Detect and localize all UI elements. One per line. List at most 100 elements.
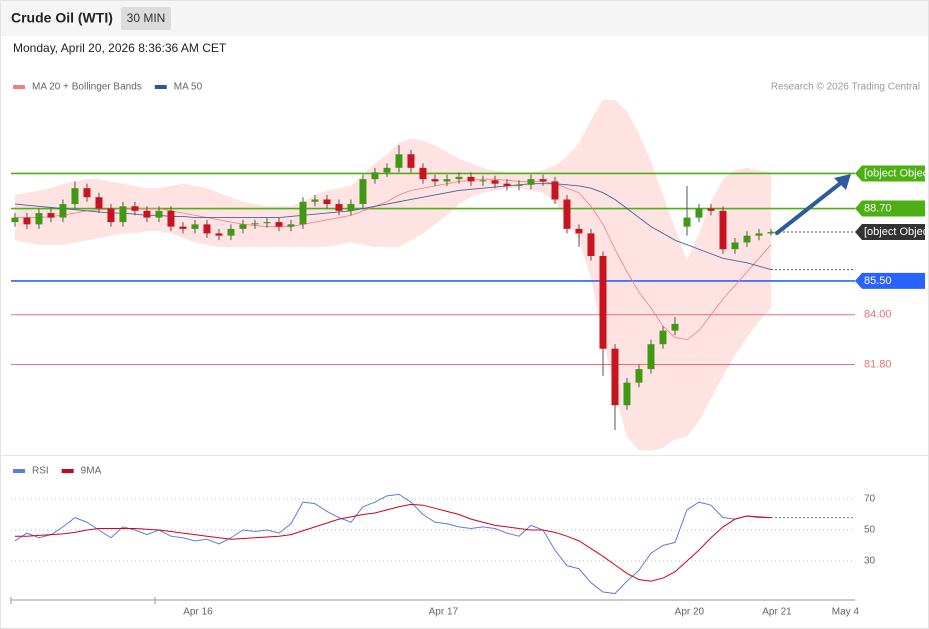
candle-body	[191, 224, 199, 229]
candle-body	[59, 204, 67, 218]
title: Crude Oil (WTI)	[11, 10, 113, 26]
candle-body	[287, 224, 295, 227]
candle-body	[443, 179, 451, 182]
y-tick-label: 30	[864, 556, 876, 567]
candle-body	[611, 348, 619, 406]
candle-body	[119, 206, 127, 223]
candle-body	[251, 223, 259, 225]
candle-body	[71, 188, 79, 205]
candle-body	[275, 222, 283, 227]
candle-body	[707, 208, 715, 211]
legend-label: 9MA	[81, 466, 102, 477]
candle-body	[323, 199, 331, 205]
candle-body	[95, 197, 103, 209]
candle-body	[431, 179, 439, 182]
projection-arrowhead	[834, 174, 851, 190]
timestamp: Monday, April 20, 2026 8:36:36 AM CET	[13, 41, 227, 55]
candle-body	[755, 233, 763, 236]
candle-body	[683, 217, 691, 227]
x-tick-label: Apr 20	[675, 607, 705, 618]
candle-body	[479, 180, 487, 182]
level-label: 85.50	[864, 275, 892, 287]
candle-body	[11, 217, 19, 223]
candle-body	[587, 233, 595, 257]
candle-body	[563, 199, 571, 229]
credit: Research © 2026 Trading Central	[771, 82, 920, 93]
candle-body	[263, 222, 271, 224]
level-tag	[855, 272, 925, 289]
series-line	[14, 503, 772, 582]
candle-body	[467, 176, 475, 182]
candle-body	[575, 228, 583, 234]
candle-body	[515, 184, 523, 186]
candle-body	[743, 235, 751, 243]
legend-swatch	[154, 85, 167, 89]
candle-body	[215, 233, 223, 236]
candle-body	[527, 179, 535, 185]
candle-body	[767, 232, 775, 234]
candle-body	[227, 228, 235, 236]
candle-body	[407, 154, 415, 168]
candle-body	[647, 344, 655, 370]
candle-body	[659, 330, 667, 345]
x-tick-label: Apr 21	[762, 607, 792, 618]
candle-body	[83, 188, 91, 198]
candle-body	[491, 180, 499, 184]
candle-body	[671, 323, 679, 331]
candle-body	[395, 154, 403, 168]
timeframe-badge[interactable]	[121, 7, 171, 30]
candle-body	[167, 210, 175, 227]
candle-body	[731, 242, 739, 250]
legend-swatch	[61, 469, 74, 473]
candle-body	[179, 226, 187, 229]
candle-body	[143, 210, 151, 218]
x-tick-label: Apr 16	[183, 607, 213, 618]
candle-body	[23, 217, 31, 225]
legend-label: RSI	[32, 466, 49, 477]
legend-label: MA 20 + Bollinger Bands	[32, 82, 142, 93]
candle-body	[623, 382, 631, 406]
candle-body	[539, 179, 547, 182]
candle-body	[47, 213, 55, 218]
projection-arrow	[775, 180, 844, 235]
candle-body	[383, 167, 391, 173]
candle-body	[419, 167, 427, 180]
candle-body	[155, 210, 163, 218]
candle-body	[503, 183, 511, 186]
level-tag	[855, 224, 925, 241]
candle-body	[203, 224, 211, 234]
level-tag	[855, 165, 925, 182]
candle-body	[335, 204, 343, 211]
moving-average	[14, 178, 772, 341]
legend-swatch	[13, 469, 25, 473]
y-tick-label: 50	[864, 525, 876, 536]
candle-body	[635, 369, 643, 383]
level-label: 88.70	[864, 202, 892, 214]
candle-body	[599, 256, 607, 349]
candle-body	[311, 199, 319, 202]
x-tick-label: Apr 17	[429, 607, 459, 618]
candle-body	[359, 179, 367, 205]
candle-body	[371, 172, 379, 180]
candle-body	[239, 224, 247, 229]
y-tick-label: 70	[864, 494, 876, 505]
moving-average	[14, 183, 772, 271]
candle-body	[107, 208, 115, 223]
legend-label: MA 50	[174, 82, 203, 93]
candle-body	[455, 176, 463, 180]
level-label: 84.00	[864, 309, 892, 321]
candle-body	[131, 206, 139, 211]
timeframe[interactable]: 30 MIN	[127, 11, 166, 25]
series-line	[14, 493, 771, 595]
candle-body	[551, 181, 559, 200]
plots: MA 20 + Bollinger Bands MA 50 [object Obje…	[11, 82, 929, 618]
bollinger-band	[14, 100, 771, 451]
level-label: 81.80	[864, 358, 892, 370]
candle-body	[35, 213, 43, 225]
candle-body	[719, 210, 727, 250]
level-label: [object Object]	[864, 167, 929, 179]
level-tag	[855, 200, 925, 217]
candle-body	[299, 201, 307, 225]
candle-body	[347, 204, 355, 211]
